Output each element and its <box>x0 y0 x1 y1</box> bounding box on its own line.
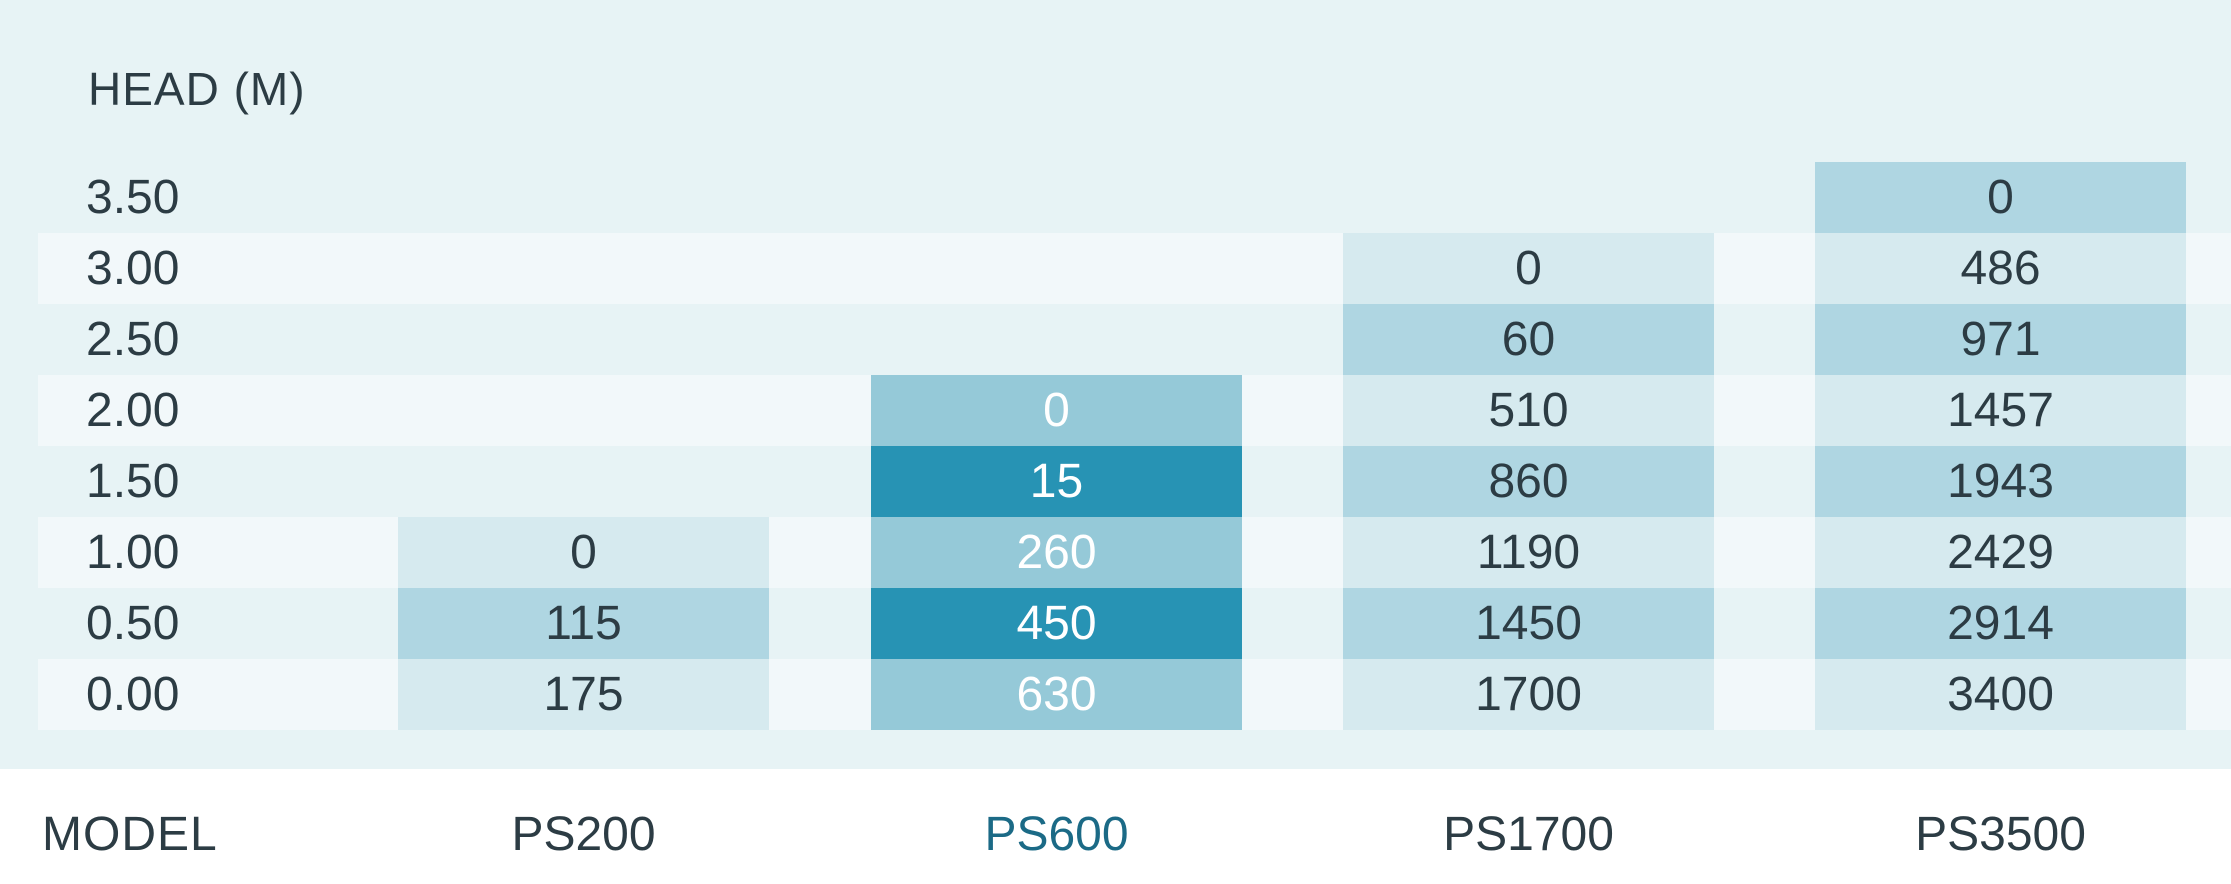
table-cell: 115 <box>398 588 769 659</box>
table-cell: 2429 <box>1815 517 2186 588</box>
model-name: PS200 <box>511 808 656 861</box>
head-value-label: 3.00 <box>86 242 180 295</box>
table-cell: 0 <box>1343 233 1714 304</box>
table-cell: 860 <box>1343 446 1714 517</box>
table-cell: 1943 <box>1815 446 2186 517</box>
table-cell: 486 <box>1815 233 2186 304</box>
head-value-label: 2.50 <box>86 313 180 366</box>
table-cell: 510 <box>1343 375 1714 446</box>
table-cell: 1457 <box>1815 375 2186 446</box>
table-cell: 630 <box>871 659 1242 730</box>
head-value-label: 0.50 <box>86 597 180 650</box>
table-cell: 450 <box>871 588 1242 659</box>
table-cell: 260 <box>871 517 1242 588</box>
model-name: PS3500 <box>1915 808 2086 861</box>
table-cell: 1450 <box>1343 588 1714 659</box>
table-cell: 0 <box>1815 162 2186 233</box>
table-cell: 1190 <box>1343 517 1714 588</box>
head-value-label: 1.50 <box>86 455 180 508</box>
model-name: PS1700 <box>1443 808 1614 861</box>
table-cell: 0 <box>871 375 1242 446</box>
x-axis-title: MODEL <box>42 808 218 861</box>
table-cell: 60 <box>1343 304 1714 375</box>
y-axis-title: HEAD (M) <box>88 63 306 115</box>
head-value-label: 3.50 <box>86 171 180 224</box>
chart-panel: HEAD (M) 3.50 3.00 2.50 2.00 1.50 1.00 0.50 0.0… <box>0 0 2231 769</box>
head-value-label: 0.00 <box>86 668 180 721</box>
head-value-label: 2.00 <box>86 384 180 437</box>
table-cell: 15 <box>871 446 1242 517</box>
model-name: PS600 <box>984 808 1129 861</box>
table-cell: 971 <box>1815 304 2186 375</box>
table-cell: 175 <box>398 659 769 730</box>
table-cell: 3400 <box>1815 659 2186 730</box>
head-value-label: 1.00 <box>86 526 180 579</box>
table-cell: 2914 <box>1815 588 2186 659</box>
table-cell: 1700 <box>1343 659 1714 730</box>
table-cell: 0 <box>398 517 769 588</box>
